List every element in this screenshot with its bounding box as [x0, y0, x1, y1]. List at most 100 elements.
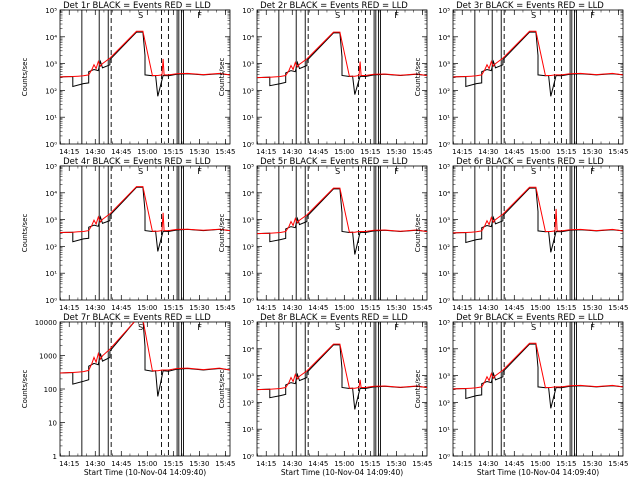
x-tick-label: 15:15: [360, 460, 380, 468]
plot-frame: [256, 9, 428, 145]
y-axis-label: Counts/sec: [414, 58, 422, 97]
flag-label-s: S: [531, 167, 536, 176]
x-tick-label: 14:45: [111, 460, 131, 468]
y-tick-label: 10²: [45, 243, 57, 251]
y-tick-label: 10⁰: [242, 297, 254, 305]
x-tick-label: 15:30: [189, 148, 209, 156]
x-tick-label: 14:30: [478, 304, 498, 312]
panel-det-4: Det 4r BLACK = Events RED = LLD 10⁰ 10¹ 10²…: [21, 157, 235, 312]
x-tick-label: 14:15: [256, 460, 276, 468]
series-lld-red: [257, 31, 427, 79]
flag-label-f: F: [197, 167, 202, 176]
panel-title: Det 1r BLACK = Events RED = LLD: [63, 1, 211, 11]
x-tick-label: 15:15: [360, 148, 380, 156]
y-tick-label: 10⁰: [45, 141, 57, 149]
y-tick-label: 10¹: [438, 270, 450, 278]
x-tick-label: 14:45: [111, 148, 131, 156]
y-tick-label: 10⁴: [438, 346, 450, 354]
panel-title: Det 3r BLACK = Events RED = LLD: [456, 1, 604, 11]
plot-frame: [452, 321, 624, 457]
flag-label-s: S: [335, 323, 340, 332]
flag-label-s: S: [138, 167, 143, 176]
series-events-black: [453, 343, 623, 409]
x-tick-label: 14:30: [85, 148, 105, 156]
series-lld-red: [60, 30, 230, 78]
x-tick-label: 15:15: [163, 460, 183, 468]
y-axis-label: Counts/sec: [21, 58, 29, 97]
y-tick-label: 10⁵: [45, 163, 57, 171]
series-events-black: [60, 186, 230, 252]
y-tick-label: 10²: [242, 399, 254, 407]
panel-det-6: Det 6r BLACK = Events RED = LLD 10⁰ 10¹ 10²…: [414, 157, 628, 312]
x-tick-label: 14:30: [282, 148, 302, 156]
x-tick-label: 15:00: [137, 304, 157, 312]
x-tick-label: 14:15: [256, 304, 276, 312]
series-events-black: [257, 344, 427, 410]
x-tick-label: 14:30: [478, 460, 498, 468]
x-tick-label: 15:00: [334, 460, 354, 468]
panel-title: Det 6r BLACK = Events RED = LLD: [456, 157, 604, 167]
x-tick-label: 14:30: [85, 460, 105, 468]
y-tick-label: 1000: [39, 353, 57, 361]
y-tick-label: 10³: [438, 217, 450, 225]
x-tick-label: 14:45: [111, 304, 131, 312]
x-tick-label: 14:15: [59, 304, 79, 312]
series-lld-red: [453, 342, 623, 390]
x-tick-label: 14:15: [59, 148, 79, 156]
x-tick-label: 14:45: [308, 148, 328, 156]
y-tick-label: 10⁴: [242, 346, 254, 354]
flag-label-f: F: [394, 323, 399, 332]
plot-frame: [452, 165, 624, 301]
panel-title: Det 4r BLACK = Events RED = LLD: [63, 157, 211, 167]
panel-det-8: Det 8r BLACK = Events RED = LLD 10⁰ 10¹ 10²…: [218, 313, 432, 477]
panel-title: Det 8r BLACK = Events RED = LLD: [260, 313, 408, 323]
y-tick-label: 10²: [438, 243, 450, 251]
plot-frame: [59, 165, 231, 301]
plot-frame: [256, 165, 428, 301]
x-tick-label: 15:45: [215, 304, 235, 312]
series-events-black: [257, 32, 427, 95]
y-axis-label: Counts/sec: [218, 214, 226, 253]
x-tick-label: 15:45: [608, 460, 628, 468]
x-tick-label: 15:15: [556, 304, 576, 312]
x-axis-label: Start Time (10-Nov-04 14:09:40): [281, 468, 403, 477]
panel-det-1: Det 1r BLACK = Events RED = LLD 10⁰ 10¹ 10²…: [21, 1, 235, 156]
series-lld-red: [257, 187, 427, 235]
y-tick-label: 10¹: [45, 114, 57, 122]
y-tick-label: 10⁵: [242, 163, 254, 171]
x-tick-label: 14:45: [504, 148, 524, 156]
x-tick-label: 15:45: [608, 148, 628, 156]
y-tick-label: 10²: [45, 87, 57, 95]
series-lld-red: [60, 186, 230, 233]
plot-frame: [452, 9, 624, 145]
flag-label-s: S: [138, 11, 143, 20]
y-tick-label: 10³: [45, 61, 57, 69]
x-tick-label: 14:15: [452, 148, 472, 156]
x-tick-label: 14:30: [282, 460, 302, 468]
flag-label-f: F: [590, 11, 595, 20]
x-axis-label: Start Time (10-Nov-04 14:09:40): [84, 468, 206, 477]
y-tick-label: 10⁵: [45, 7, 57, 15]
series-events-black: [453, 187, 623, 253]
x-tick-label: 15:45: [215, 460, 235, 468]
x-tick-label: 15:30: [582, 460, 602, 468]
x-tick-label: 15:45: [608, 304, 628, 312]
y-tick-label: 1: [53, 453, 57, 461]
y-tick-label: 10⁵: [438, 319, 450, 327]
y-tick-label: 10³: [438, 373, 450, 381]
x-axis-label: Start Time (10-Nov-04 14:09:40): [477, 468, 599, 477]
x-tick-label: 15:00: [334, 304, 354, 312]
series-events-black: [453, 31, 623, 97]
y-tick-label: 10²: [438, 87, 450, 95]
x-tick-label: 14:45: [504, 304, 524, 312]
x-tick-label: 14:15: [59, 460, 79, 468]
y-tick-label: 10³: [242, 373, 254, 381]
y-tick-label: 10²: [242, 87, 254, 95]
x-tick-label: 15:45: [412, 304, 432, 312]
series-lld-red: [257, 343, 427, 391]
y-tick-label: 10³: [438, 61, 450, 69]
flag-label-f: F: [394, 11, 399, 20]
flag-label-s: S: [335, 167, 340, 176]
y-tick-label: 10⁴: [438, 34, 450, 42]
series-events-black: [257, 188, 427, 255]
